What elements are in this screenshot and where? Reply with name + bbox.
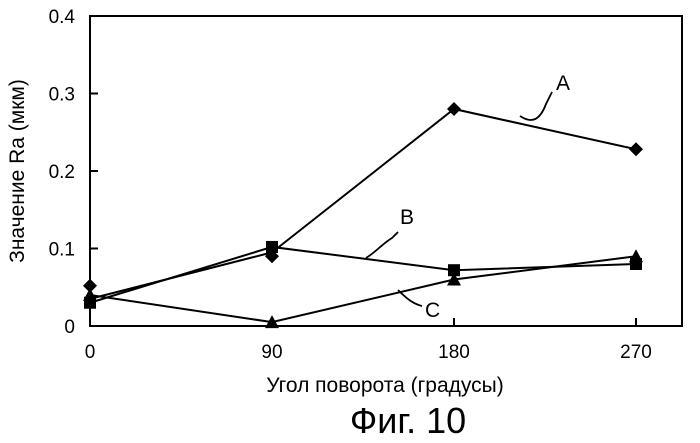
x-tick-label: 0 [85, 342, 96, 363]
data-point-a [629, 142, 643, 156]
series-markers [83, 102, 643, 328]
series-lines [90, 109, 636, 322]
series-line-c [90, 256, 636, 322]
plot-frame [90, 16, 682, 326]
series-label-leader-c [398, 290, 422, 306]
x-axis-ticks: 0 90 180 270 [85, 318, 652, 363]
y-tick-label: 0.2 [49, 162, 75, 183]
series-line-a [90, 109, 636, 299]
x-tick-label: 180 [438, 342, 470, 363]
x-tick-label: 270 [620, 342, 652, 363]
series-label-a: A [556, 72, 570, 95]
y-tick-label: 0.3 [49, 85, 75, 106]
series-label-leader-a [520, 92, 552, 120]
series-labels: A B C [366, 72, 570, 322]
data-point-c [629, 249, 643, 262]
data-point-a [83, 279, 97, 293]
y-axis-title: Значение Ra (мкм) [6, 79, 29, 263]
y-tick-label: 0.1 [49, 240, 75, 261]
series-label-leader-b [366, 232, 398, 258]
y-tick-label: 0 [64, 317, 75, 338]
series-label-b: B [400, 206, 414, 229]
series-line-b [90, 247, 636, 303]
series-label-c: C [425, 299, 440, 322]
x-tick-label: 90 [261, 342, 282, 363]
x-axis-title: Угол поворота (градусы) [266, 374, 503, 397]
figure-caption: Фиг. 10 [350, 400, 466, 441]
y-tick-label: 0.4 [49, 7, 76, 28]
